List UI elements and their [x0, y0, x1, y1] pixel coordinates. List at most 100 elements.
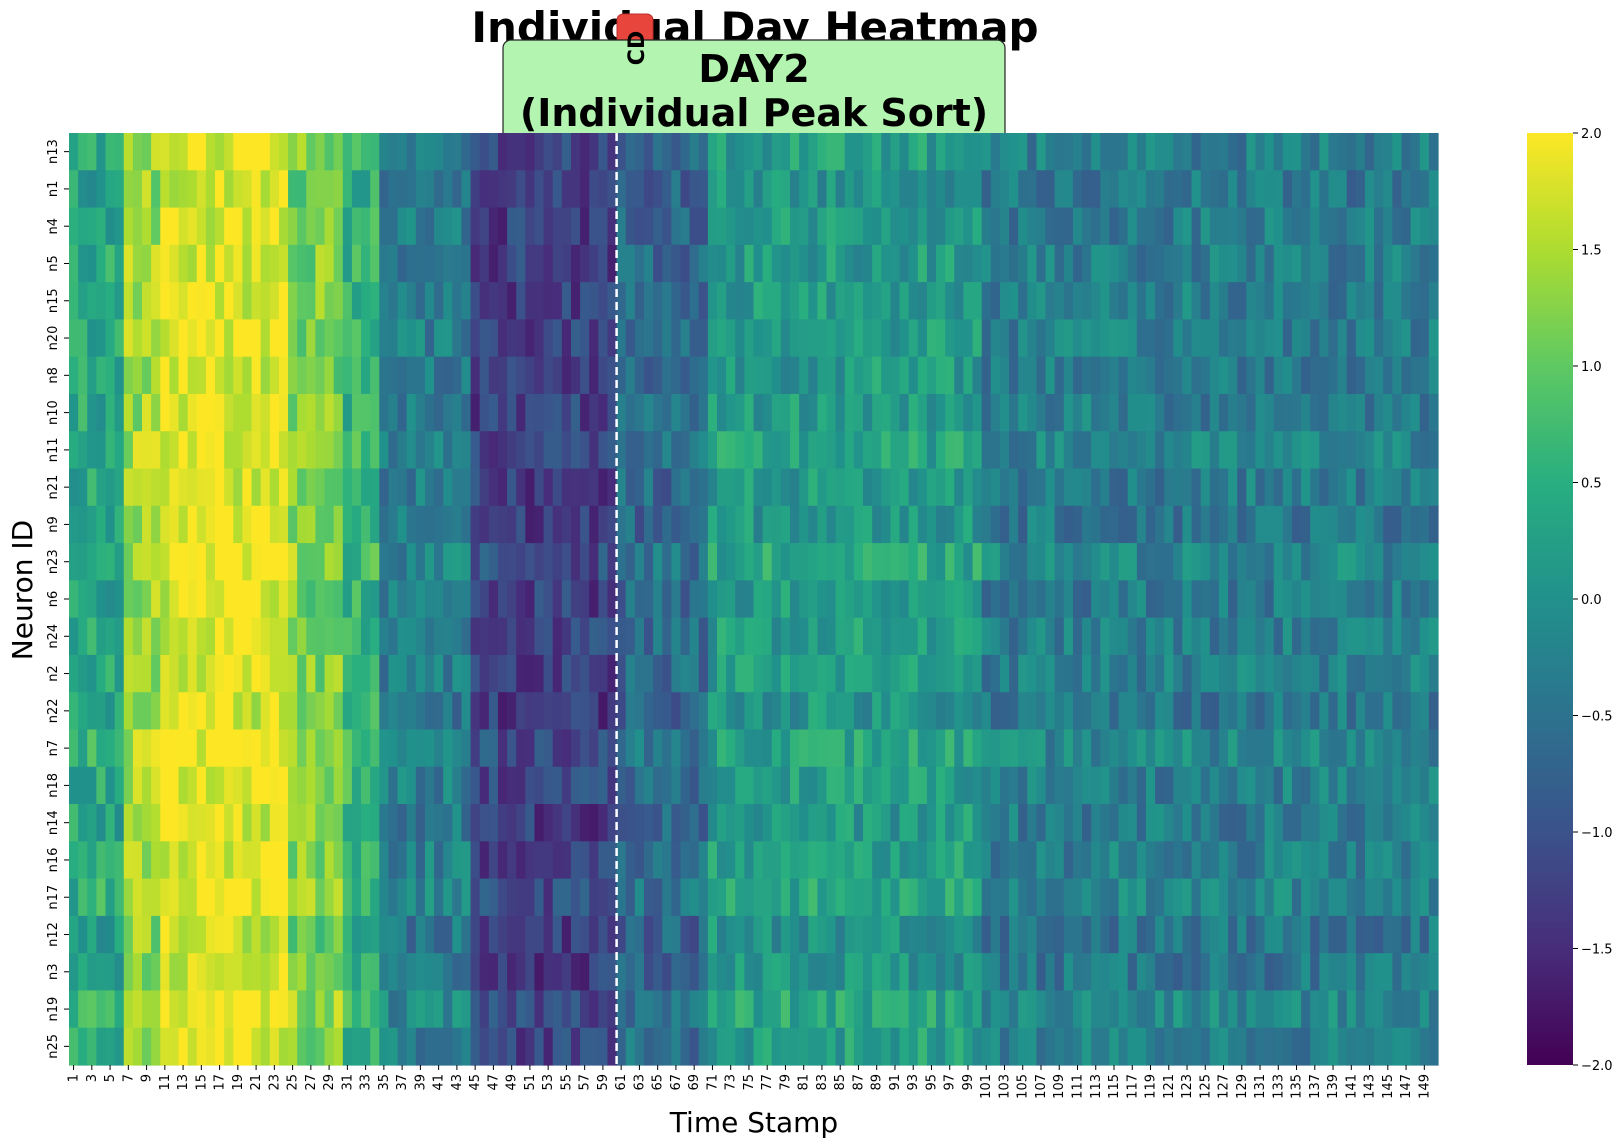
heatmap-cell	[434, 953, 444, 992]
heatmap-cell	[251, 356, 262, 395]
heatmap-cell	[561, 729, 572, 768]
heatmap-cell	[1419, 804, 1430, 842]
heatmap-cell	[379, 692, 390, 731]
x-tick-label: 133	[1271, 1074, 1286, 1099]
heatmap-cell	[278, 244, 289, 283]
heatmap-cell	[799, 356, 809, 395]
heatmap-cell	[1109, 766, 1120, 805]
heatmap-cell	[1091, 244, 1101, 283]
heatmap-cell	[169, 207, 180, 246]
heatmap-cell	[1018, 133, 1028, 171]
heatmap-cell	[497, 468, 508, 507]
heatmap-cell	[1428, 133, 1439, 171]
heatmap-cell	[1319, 393, 1330, 432]
heatmap-cell	[1191, 692, 1202, 731]
heatmap-cell	[169, 356, 180, 395]
heatmap-cell	[479, 505, 490, 544]
heatmap-cell	[1118, 319, 1129, 358]
heatmap-cell	[999, 953, 1010, 992]
heatmap-cell	[1136, 841, 1147, 880]
heatmap-cell	[625, 1027, 636, 1066]
heatmap-cell	[1328, 990, 1339, 1029]
x-tick-label: 147	[1399, 1074, 1414, 1099]
heatmap-cell	[233, 319, 244, 358]
heatmap-cell	[543, 505, 554, 544]
heatmap-cell	[1428, 804, 1439, 842]
heatmap-cell	[726, 319, 736, 358]
heatmap-cell	[1346, 1027, 1357, 1066]
heatmap-cell	[1036, 990, 1047, 1029]
heatmap-cell	[1273, 692, 1284, 731]
heatmap-cell	[424, 393, 435, 432]
heatmap-cell	[863, 133, 873, 171]
heatmap-cell	[881, 692, 891, 731]
heatmap-cell	[160, 133, 170, 171]
heatmap-cell	[625, 170, 636, 209]
heatmap-cell	[351, 841, 362, 880]
heatmap-cell	[753, 543, 764, 581]
heatmap-cell	[242, 543, 253, 581]
heatmap-cell	[1109, 244, 1120, 283]
heatmap-cell	[397, 505, 408, 544]
heatmap-cell	[625, 617, 636, 656]
heatmap-cell	[799, 617, 809, 656]
heatmap-cell	[981, 319, 992, 358]
heatmap-cell	[643, 804, 654, 842]
heatmap-cell	[452, 580, 463, 619]
heatmap-cell	[278, 207, 289, 246]
heatmap-cell	[1282, 468, 1293, 507]
heatmap-cell	[625, 729, 636, 768]
heatmap-cell	[196, 729, 207, 768]
heatmap-cell	[653, 356, 663, 395]
heatmap-cell	[1191, 804, 1202, 842]
heatmap-cell	[333, 915, 344, 954]
x-tick-label: 61	[614, 1074, 629, 1091]
heatmap-cell	[744, 282, 755, 320]
heatmap-cell	[1182, 356, 1193, 395]
heatmap-cell	[333, 990, 344, 1029]
heatmap-cell	[1383, 393, 1393, 432]
heatmap-cell	[963, 431, 974, 470]
heatmap-cell	[525, 282, 536, 320]
heatmap-cell	[379, 915, 390, 954]
heatmap-cell	[260, 170, 271, 209]
heatmap-cell	[1182, 133, 1193, 171]
heatmap-cell	[1045, 133, 1056, 171]
heatmap-cell	[1182, 543, 1193, 581]
heatmap-cell	[570, 729, 581, 768]
heatmap-cell	[963, 878, 974, 917]
heatmap-cell	[379, 468, 390, 507]
heatmap-cell	[762, 729, 773, 768]
heatmap-cell	[634, 393, 645, 432]
heatmap-cell	[643, 319, 654, 358]
heatmap-cell	[1401, 505, 1412, 544]
heatmap-cell	[808, 915, 818, 954]
heatmap-cell	[1100, 915, 1111, 954]
heatmap-cell	[1045, 431, 1056, 470]
heatmap-cell	[1082, 841, 1092, 880]
heatmap-cell	[863, 841, 873, 880]
heatmap-cell	[1291, 729, 1302, 768]
heatmap-cell	[1173, 953, 1184, 992]
heatmap-cell	[479, 1027, 490, 1066]
heatmap-cell	[534, 319, 545, 358]
heatmap-cell	[297, 878, 307, 917]
heatmap-cell	[1063, 990, 1074, 1029]
heatmap-cell	[990, 170, 1001, 209]
heatmap-cell	[908, 207, 919, 246]
heatmap-cell	[1091, 580, 1101, 619]
heatmap-cell	[999, 654, 1010, 693]
heatmap-cell	[698, 505, 709, 544]
heatmap-cell	[1355, 953, 1366, 992]
heatmap-cell	[780, 543, 791, 581]
heatmap-cell	[753, 953, 764, 992]
heatmap-cell	[808, 207, 818, 246]
heatmap-cell	[297, 654, 307, 693]
heatmap-cell	[744, 654, 755, 693]
heatmap-cell	[580, 431, 590, 470]
heatmap-cell	[999, 505, 1010, 544]
heatmap-cell	[169, 244, 180, 283]
heatmap-cell	[799, 766, 809, 805]
heatmap-cell	[680, 617, 691, 656]
heatmap-cell	[1164, 505, 1174, 544]
